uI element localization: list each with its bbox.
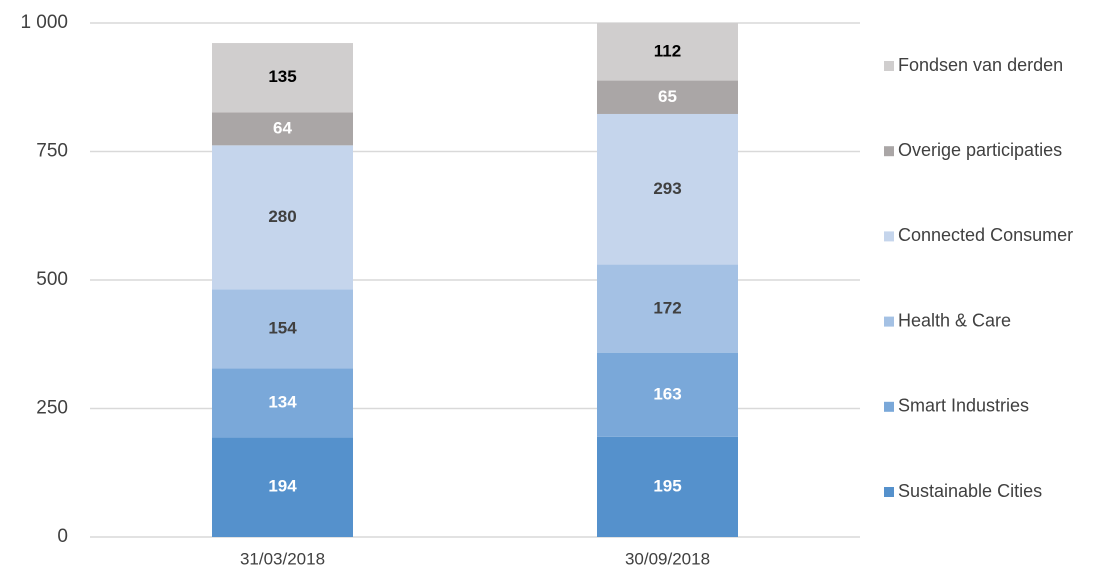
legend-swatch (884, 146, 894, 157)
legend-label: Sustainable Cities (898, 481, 1042, 501)
bar-segment (212, 43, 353, 113)
legend-swatch (884, 487, 894, 497)
bar-segment (212, 437, 353, 537)
y-tick-label: 500 (36, 269, 68, 290)
y-tick-label: 0 (57, 526, 68, 547)
x-tick-label: 30/09/2018 (625, 549, 710, 568)
legend-swatch (884, 401, 894, 412)
legend-swatch (884, 61, 894, 71)
data-label: 280 (268, 207, 296, 226)
data-label: 293 (653, 179, 681, 198)
legend-swatch (884, 231, 894, 242)
legend-label: Overige participaties (898, 140, 1062, 160)
data-label: 134 (268, 392, 297, 411)
y-tick-label: 750 (36, 141, 68, 162)
bar-segment (597, 113, 738, 265)
x-tick-label: 31/03/2018 (240, 549, 325, 568)
data-label: 64 (273, 118, 292, 137)
y-tick-label: 1 000 (20, 12, 68, 33)
legend-label: Health & Care (898, 310, 1011, 330)
bar-segment (212, 112, 353, 146)
legend-swatch (884, 316, 894, 327)
legend-label: Connected Consumer (898, 225, 1073, 245)
data-label: 135 (268, 67, 296, 86)
bar-segment (597, 80, 738, 114)
bar-segment (597, 352, 738, 437)
data-label: 112 (654, 41, 681, 60)
bar-segment (212, 368, 353, 438)
legend-label: Fondsen van derden (898, 55, 1063, 75)
data-label: 163 (653, 384, 681, 403)
data-label: 154 (268, 318, 297, 337)
y-tick-label: 250 (36, 398, 68, 419)
data-label: 195 (653, 476, 681, 495)
legend-label: Smart Industries (898, 396, 1029, 416)
bar-segment (597, 23, 738, 81)
data-label: 172 (653, 298, 681, 317)
bar-segment (212, 289, 353, 369)
data-label: 65 (658, 87, 677, 106)
bar-segment (212, 145, 353, 290)
data-label: 194 (268, 477, 297, 496)
bar-segment (597, 436, 738, 537)
bar-segment (597, 264, 738, 353)
